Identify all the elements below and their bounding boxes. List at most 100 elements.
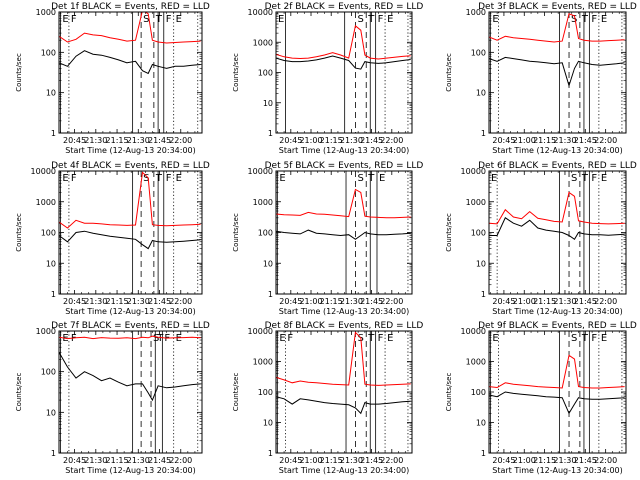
y-tick-label: 100 <box>258 69 273 78</box>
plot-frame <box>58 11 203 134</box>
x-tick-label: 21:30 <box>127 136 150 145</box>
chart-title: Det 9f BLACK = Events, RED = LLD <box>478 321 637 331</box>
x-tick-label: 21:00 <box>299 136 322 145</box>
y-tick-label: 10 <box>46 408 56 417</box>
x-axis-label: Start Time (12-Aug-13 20:34:00) <box>65 466 196 475</box>
series-group <box>59 171 201 250</box>
series-line-black <box>489 391 625 415</box>
series-line-black <box>59 230 201 250</box>
marker-label: E <box>601 173 607 184</box>
series-line-black <box>276 55 411 70</box>
marker-label: E <box>492 14 498 25</box>
marker-label: E <box>176 333 182 344</box>
series-line-red <box>489 191 625 225</box>
y-tick-label: 1000 <box>36 198 56 207</box>
marker-label: E <box>387 333 393 344</box>
marker-label: F <box>591 333 597 344</box>
x-tick-label: 20:45 <box>63 456 86 465</box>
marker-label: F <box>378 14 384 25</box>
marker-label: S <box>143 14 149 25</box>
marker-label: E <box>379 173 385 184</box>
x-tick-label: 22:00 <box>169 136 192 145</box>
marker-label: E <box>176 173 182 184</box>
y-tick-label: 1 <box>481 449 486 458</box>
y-tick-label: 1000 <box>466 358 486 367</box>
marker-label: S <box>357 173 363 184</box>
x-tick-label: 21:45 <box>574 136 597 145</box>
marker-label: F <box>166 173 172 184</box>
plot-frame <box>58 170 203 295</box>
x-axis-label: Start Time (12-Aug-13 20:34:00) <box>279 146 410 155</box>
plot-frame <box>275 330 413 454</box>
x-tick-label: 21:15 <box>533 456 556 465</box>
marker-label: E <box>387 14 393 25</box>
plot-frame <box>488 11 627 134</box>
x-tick-label: 21:30 <box>340 136 363 145</box>
y-tick-label: 1 <box>481 129 486 138</box>
x-tick-label: 21:15 <box>106 456 129 465</box>
series-line-black <box>59 352 201 402</box>
y-tick-label: 10 <box>46 259 56 268</box>
y-tick-label: 1 <box>51 290 56 299</box>
marker-label: F <box>71 14 77 25</box>
chart-title: Det 7f BLACK = Events, RED = LLD <box>51 321 210 331</box>
plot-frame <box>58 330 203 454</box>
x-tick-label: 21:45 <box>574 297 597 306</box>
x-tick-label: 20:45 <box>279 456 302 465</box>
series-line-black <box>489 217 625 241</box>
x-tick-label: 21:30 <box>553 297 576 306</box>
x-tick-label: 22:00 <box>594 136 617 145</box>
x-tick-label: 21:15 <box>320 456 343 465</box>
chart-panel-9: Det 9f BLACK = Events, RED = LLD Counts/s… <box>445 321 637 475</box>
series-line-red <box>489 13 625 43</box>
x-tick-label: 21:30 <box>340 297 363 306</box>
x-tick-label: 21:45 <box>360 297 383 306</box>
x-axis-label: Start Time (12-Aug-13 20:34:00) <box>492 146 623 155</box>
chart-title: Det 3f BLACK = Events, RED = LLD <box>478 2 637 12</box>
x-axis-label: Start Time (12-Aug-13 20:34:00) <box>65 307 196 316</box>
y-tick-label: 1 <box>268 290 273 299</box>
y-tick-label: 100 <box>258 229 273 238</box>
x-tick-label: 21:30 <box>84 136 107 145</box>
x-tick-label: 20:45 <box>492 456 515 465</box>
marker-label: T <box>156 333 164 344</box>
y-tick-label: 10 <box>46 89 56 98</box>
plot-frame <box>275 11 413 134</box>
x-tick-label: 22:00 <box>594 456 617 465</box>
chart-title: Det 4f BLACK = Events, RED = LLD <box>51 161 210 171</box>
marker-label: T <box>581 14 589 25</box>
x-tick-label: 21:00 <box>513 297 536 306</box>
marker-label: T <box>367 333 375 344</box>
y-tick-label: 1000 <box>253 38 273 47</box>
marker-label: E <box>491 173 497 184</box>
marker-label: T <box>367 173 375 184</box>
x-tick-label: 21:15 <box>533 297 556 306</box>
y-tick-label: 10 <box>476 259 486 268</box>
x-tick-label: 21:00 <box>299 297 322 306</box>
y-axis-label: Counts/sec <box>232 213 240 252</box>
marker-label: F <box>591 14 597 25</box>
x-tick-label: 22:00 <box>380 456 403 465</box>
marker-label: E <box>279 333 285 344</box>
x-tick-label: 20:45 <box>492 297 515 306</box>
marker-label: T <box>155 14 163 25</box>
series-line-red <box>59 335 201 340</box>
x-tick-label: 21:30 <box>553 456 576 465</box>
y-tick-label: 1000 <box>466 198 486 207</box>
series-line-black <box>276 396 411 415</box>
y-axis-label: Counts/sec <box>445 373 453 412</box>
marker-label: E <box>62 173 68 184</box>
series-line-red <box>59 12 201 44</box>
y-tick-label: 10 <box>476 89 486 98</box>
x-axis-label: Start Time (12-Aug-13 20:34:00) <box>279 307 410 316</box>
series-line-black <box>489 56 625 88</box>
chart-title: Det 5f BLACK = Events, RED = LLD <box>265 161 424 171</box>
chart-title: Det 1f BLACK = Events, RED = LLD <box>51 2 210 12</box>
marker-label: F <box>71 333 77 344</box>
x-tick-label: 21:45 <box>574 456 597 465</box>
x-tick-label: 20:45 <box>279 297 302 306</box>
y-tick-label: 1000 <box>36 327 56 336</box>
x-tick-label: 21:30 <box>340 456 363 465</box>
marker-label: F <box>71 173 77 184</box>
marker-label: T <box>367 14 375 25</box>
